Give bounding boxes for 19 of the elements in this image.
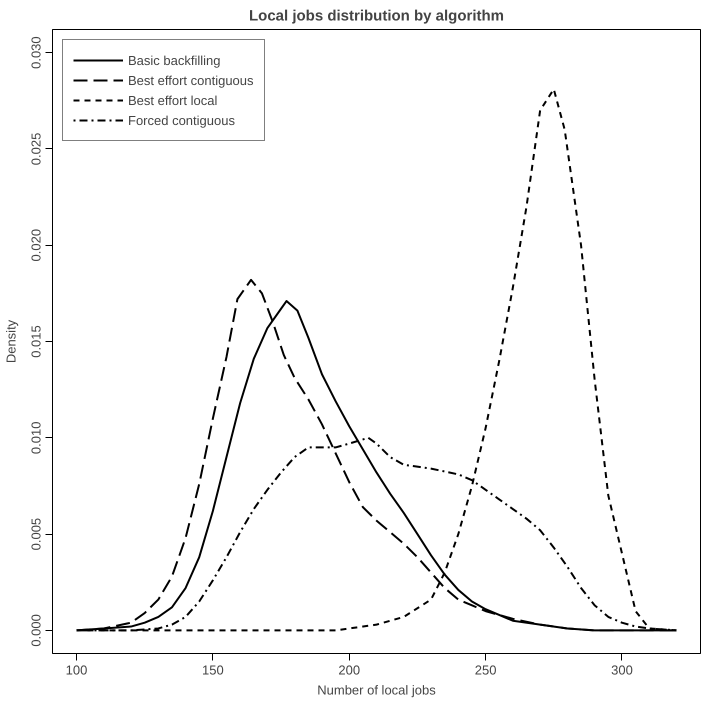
x-tick-label: 150 xyxy=(202,662,224,678)
y-tick-label: 0.030 xyxy=(28,36,44,69)
legend-label: Basic backfilling xyxy=(128,52,220,68)
x-tick-label: 250 xyxy=(474,662,496,678)
x-tick-label: 100 xyxy=(66,662,88,678)
y-tick-label: 0.025 xyxy=(28,132,44,166)
chart-title: Local jobs distribution by algorithm xyxy=(248,8,504,24)
x-tick-label: 200 xyxy=(338,662,360,678)
y-tick-label: 0.000 xyxy=(28,614,44,647)
legend-label: Best effort local xyxy=(128,92,218,108)
legend-label: Forced contiguous xyxy=(128,112,235,128)
x-axis-title: Number of local jobs xyxy=(317,682,436,698)
y-axis-title: Density xyxy=(4,319,18,364)
y-tick-label: 0.010 xyxy=(28,422,44,454)
x-tick-label: 300 xyxy=(611,662,633,678)
y-tick-label: 0.015 xyxy=(28,325,44,358)
y-tick-label: 0.020 xyxy=(28,228,44,262)
legend-label: Best effort contiguous xyxy=(128,72,254,88)
y-tick-label: 0.005 xyxy=(28,518,44,550)
